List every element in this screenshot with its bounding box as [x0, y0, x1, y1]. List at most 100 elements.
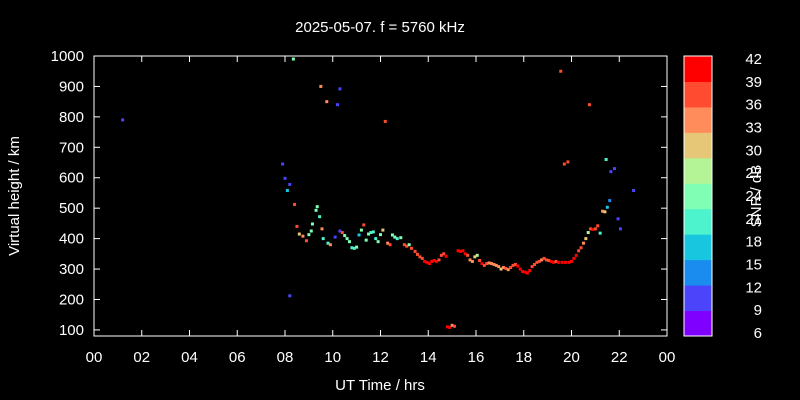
- data-point: [564, 260, 568, 264]
- data-point: [393, 235, 397, 239]
- x-tick-label: 04: [181, 349, 198, 366]
- data-point: [581, 241, 585, 245]
- data-point: [450, 323, 454, 327]
- data-point: [328, 243, 332, 247]
- data-point: [388, 243, 392, 247]
- data-point: [584, 237, 588, 241]
- x-tick-label: 14: [420, 349, 437, 366]
- colorbar-segment: [684, 81, 712, 108]
- colorbar-label: SNR / dB: [748, 165, 765, 228]
- data-point: [458, 249, 462, 253]
- x-axis-label: UT Time / hrs: [335, 377, 425, 394]
- colorbar-tick-label: 6: [754, 325, 762, 342]
- y-tick-label: 400: [59, 231, 84, 248]
- x-tick-label: 18: [515, 349, 532, 366]
- data-point: [410, 246, 414, 250]
- data-point: [587, 103, 591, 107]
- data-point: [425, 260, 429, 264]
- data-point: [357, 233, 361, 237]
- data-point: [437, 258, 441, 262]
- x-tick-label: 22: [611, 349, 628, 366]
- data-point: [371, 230, 375, 234]
- data-point: [399, 236, 403, 240]
- colorbar-tick-label: 21: [745, 211, 762, 228]
- data-point: [420, 256, 424, 260]
- data-point: [453, 324, 457, 328]
- data-point: [315, 205, 319, 209]
- data-point: [528, 269, 532, 273]
- data-point: [407, 243, 411, 247]
- data-point: [304, 239, 308, 243]
- data-point: [478, 259, 482, 263]
- data-point: [492, 262, 496, 266]
- x-tick-label: 16: [468, 349, 485, 366]
- data-point: [540, 258, 544, 262]
- data-point: [413, 249, 417, 253]
- data-point: [338, 229, 342, 233]
- data-point: [416, 252, 420, 256]
- data-point: [427, 262, 431, 266]
- data-point: [430, 259, 434, 263]
- data-point: [295, 224, 299, 228]
- colorbar-tick-label: 39: [745, 74, 762, 91]
- data-point: [347, 240, 351, 244]
- data-point: [616, 217, 620, 221]
- data-point: [301, 234, 305, 238]
- data-point: [494, 263, 498, 267]
- data-point: [314, 208, 318, 212]
- y-axis-label: Virtual height / km: [6, 136, 23, 256]
- data-point: [285, 189, 289, 193]
- x-tick-label: 10: [324, 349, 341, 366]
- data-point: [487, 261, 491, 265]
- data-point: [359, 228, 363, 232]
- data-point: [593, 227, 597, 231]
- colorbar-tick-label: 27: [745, 165, 762, 182]
- x-tick-label: 12: [372, 349, 389, 366]
- data-point: [480, 262, 484, 266]
- data-point: [310, 222, 314, 226]
- y-tick-label: 500: [59, 200, 84, 217]
- data-point: [121, 118, 125, 122]
- x-tick-label: 00: [659, 349, 676, 366]
- data-point: [574, 253, 578, 257]
- data-point: [445, 325, 449, 329]
- data-point: [586, 231, 590, 235]
- x-tick-label: 00: [86, 349, 103, 366]
- data-point: [297, 232, 301, 236]
- data-point: [376, 240, 380, 244]
- data-point: [603, 210, 607, 214]
- data-point: [605, 205, 609, 209]
- data-point: [448, 325, 452, 329]
- data-point: [444, 254, 448, 258]
- x-tick-label: 02: [133, 349, 150, 366]
- x-axis: 00 02 04 06 08 10 12 14 16 18 20 22 00: [86, 56, 676, 366]
- data-point: [336, 103, 340, 107]
- data-point: [345, 237, 349, 241]
- colorbar-tick-label: 15: [745, 257, 762, 274]
- y-tick-label: 300: [59, 261, 84, 278]
- data-point: [499, 267, 503, 271]
- data-point: [525, 271, 529, 275]
- data-point: [321, 237, 325, 241]
- data-point: [456, 249, 460, 253]
- data-point: [468, 258, 472, 262]
- data-point: [461, 249, 465, 253]
- colorbar-tick-label: 18: [745, 234, 762, 251]
- colorbar-segment: [684, 56, 712, 82]
- data-point: [473, 255, 477, 259]
- data-point: [367, 232, 371, 236]
- data-point: [559, 69, 563, 73]
- y-tick-label: 700: [59, 139, 84, 156]
- chart-title: 2025-05-07. f = 5760 kHz: [295, 19, 465, 36]
- data-point: [579, 246, 583, 250]
- colorbar-tick-label: 36: [745, 97, 762, 114]
- data-point: [601, 209, 605, 213]
- colorbar-segment: [684, 208, 712, 235]
- data-point: [556, 260, 560, 264]
- data-point: [542, 256, 546, 260]
- data-point: [418, 255, 422, 259]
- data-point: [432, 259, 436, 263]
- y-tick-label: 600: [59, 170, 84, 187]
- colorbar-segment: [684, 132, 712, 159]
